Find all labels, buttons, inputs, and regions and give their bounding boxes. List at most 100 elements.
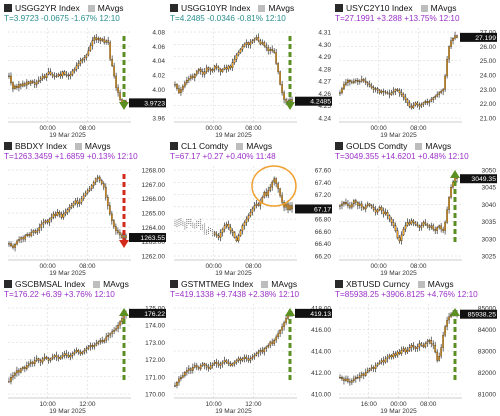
mavgs-label[interactable]: MAvgs [427, 279, 454, 289]
mavgs-swatch [420, 4, 428, 12]
candle-body [30, 232, 33, 236]
mavgs-label[interactable]: MAvgs [425, 141, 452, 151]
y-tick-label: 4.26 [318, 91, 331, 98]
candle-body [456, 35, 458, 38]
price-stat: T=3.9723 -0.0675 -1.67% 12:10 [4, 14, 120, 23]
mavgs-label[interactable]: MAvgs [84, 141, 111, 151]
candle-body [426, 101, 429, 104]
candle-body [197, 69, 200, 72]
candle-body [67, 75, 70, 77]
ticker-label[interactable]: GOLDS Comdty [346, 141, 408, 151]
candle-body [239, 48, 242, 53]
candle-body [188, 78, 190, 81]
candle-body [227, 361, 230, 364]
candle-body [39, 78, 42, 81]
ticker-label[interactable]: USGG2YR Index [15, 3, 80, 13]
candle-body [410, 220, 413, 225]
candle-body [22, 237, 24, 240]
candle-body [368, 368, 371, 371]
candle-body [8, 243, 10, 245]
candle-body [263, 42, 266, 46]
price-stat: T=3049.355 +14.6201 +0.48% 12:10 [335, 152, 469, 161]
y-tick-label: 4.06 [152, 44, 165, 51]
last-price-tag [129, 233, 166, 243]
candle-body [54, 213, 57, 216]
mavgs-label[interactable]: MAvgs [271, 279, 298, 289]
trend-arrow-head [285, 308, 295, 316]
candle-body [26, 234, 29, 236]
candle-body [343, 84, 345, 89]
candle-body [207, 366, 210, 369]
candle-body [97, 38, 100, 41]
candle-body [219, 69, 222, 72]
mavgs-label[interactable]: MAvgs [97, 3, 124, 13]
candle-body [103, 340, 106, 343]
panel-header: BBDXY Index MAvgs [4, 141, 111, 151]
mavgs-label[interactable]: MAvgs [268, 3, 295, 13]
candle-body [68, 207, 71, 210]
ticker-label[interactable]: CL1 Comdty [181, 141, 229, 151]
candle-body [215, 234, 218, 236]
ticker-label[interactable]: XBTUSD Curncy [346, 279, 410, 289]
candle-body [396, 351, 399, 356]
mavgs-swatch [415, 142, 423, 150]
candle-body [339, 92, 341, 94]
candle-body [265, 346, 268, 349]
mavgs-label[interactable]: MAvgs [430, 3, 457, 13]
candle-body [362, 79, 365, 82]
candle-body [414, 102, 417, 106]
y-tick-label: 414.00 [311, 349, 331, 356]
last-price-tag [460, 309, 497, 319]
y-tick-label: 1265.00 [142, 211, 166, 218]
x-date-label: 19 Mar 2025 [49, 270, 86, 277]
candle-body [249, 358, 252, 361]
candle-body [20, 84, 22, 87]
candle-body [29, 80, 32, 84]
candle-body [368, 84, 371, 87]
candle-body [368, 203, 371, 206]
candle-body [38, 227, 41, 231]
y-tick-label: 1268.00 [142, 168, 166, 175]
ticker-label[interactable]: USYC2Y10 Index [346, 3, 413, 13]
candle-body [339, 377, 341, 379]
y-tick-label: 1267.00 [142, 182, 166, 189]
mavgs-label[interactable]: MAvgs [103, 279, 129, 289]
candle-body [289, 205, 291, 210]
candle-body [190, 75, 192, 79]
candle-body [55, 75, 58, 77]
candle-body [73, 69, 76, 72]
candle-body [233, 361, 236, 364]
candle-body [113, 65, 115, 77]
chart-plot: 4.084.064.044.024.003.983.9600:0008:0019… [8, 28, 166, 139]
candle-body [440, 347, 442, 357]
candle-body [269, 186, 272, 191]
ticker-label[interactable]: GSCBMSAL Index [15, 279, 86, 289]
candle-body [446, 319, 448, 327]
candle-body [223, 67, 226, 70]
candle-body [442, 228, 444, 231]
candle-body [364, 372, 367, 376]
x-date-label: 19 Mar 2025 [380, 132, 417, 139]
candle-body [392, 90, 395, 93]
candle-body [92, 181, 95, 186]
candle-body [237, 52, 240, 56]
chart-panel: 3050 3045 3040 3035 3030 3025 00:00 08:00 19 Mar… [334, 140, 498, 277]
candle-body [378, 90, 381, 93]
candle-body [438, 356, 441, 361]
mavgs-swatch [236, 142, 244, 150]
candle-body [213, 65, 216, 70]
candle-body [79, 60, 82, 64]
mavgs-label[interactable]: MAvgs [246, 141, 273, 151]
candle-body [353, 200, 355, 205]
ticker-label[interactable]: BBDXY Index [15, 141, 67, 151]
candle-body [408, 347, 411, 351]
candle-body [253, 355, 256, 358]
candle-body [356, 80, 359, 83]
candle-body [229, 227, 232, 231]
mavgs-swatch [258, 4, 266, 12]
ticker-label[interactable]: GSTMTMEG Index [181, 279, 254, 289]
ticker-label[interactable]: USGG10YR Index [181, 3, 251, 13]
y-tick-label: 1263.00 [142, 239, 166, 246]
candle-body [186, 370, 188, 373]
candle-body [446, 209, 448, 223]
